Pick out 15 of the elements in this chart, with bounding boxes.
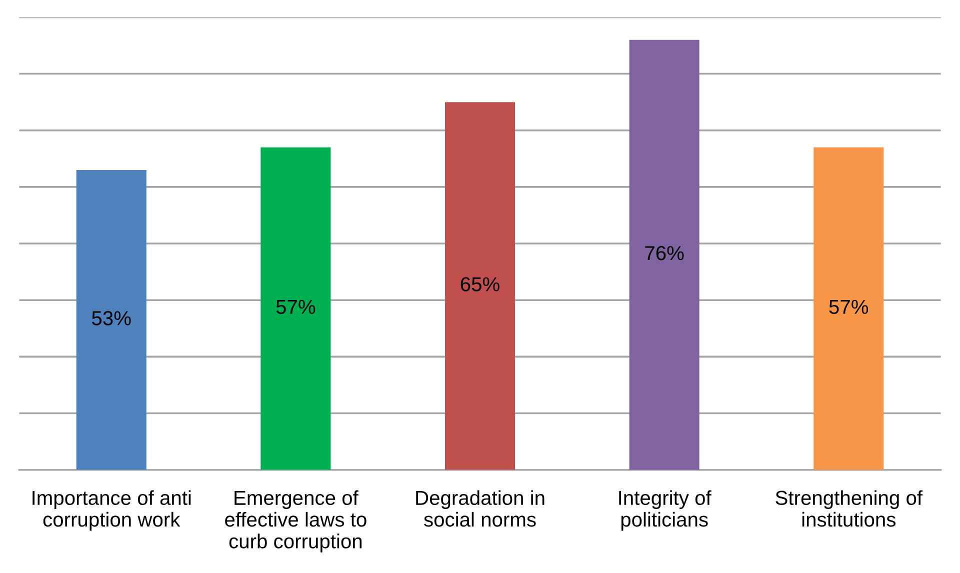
bar	[76, 170, 146, 470]
bar	[629, 40, 700, 470]
data-label: 65%	[460, 277, 500, 292]
x-tick-label: Integrity of politicians	[619, 490, 712, 531]
data-label: 53%	[92, 311, 131, 326]
data-label: 76%	[645, 246, 684, 260]
x-tick-label: Importance of anti corruption work	[32, 490, 191, 531]
bar	[260, 147, 331, 470]
x-tick-label: Strengthening of institutions	[776, 490, 923, 527]
data-label: 57%	[829, 300, 868, 314]
x-tick-label: Degradation in social norms	[416, 490, 544, 527]
bar	[814, 147, 884, 470]
x-tick-label: Emergence of effective laws to curb corruption	[225, 490, 366, 552]
bar	[444, 102, 516, 470]
data-label: 57%	[276, 300, 316, 314]
